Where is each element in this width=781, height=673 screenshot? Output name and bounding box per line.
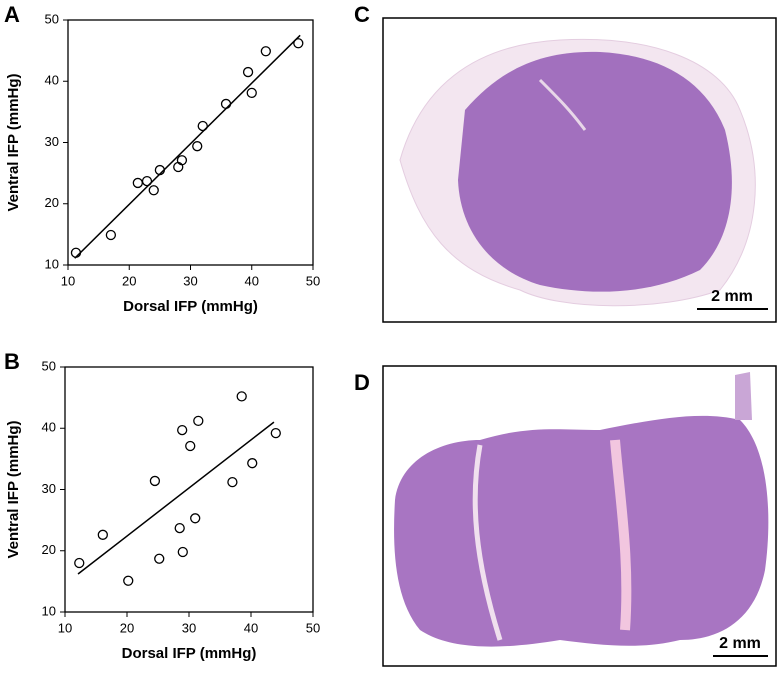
x-tick-label: 50 <box>306 620 320 635</box>
point <box>174 522 185 534</box>
y-axis-title: Ventral IFP (mmHg) <box>5 420 22 558</box>
point <box>246 87 257 99</box>
fit-line <box>77 421 275 575</box>
panel-label: A <box>4 2 20 27</box>
y-axis-title: Ventral IFP (mmHg) <box>5 73 22 211</box>
y-tick-label: 50 <box>45 11 59 26</box>
point <box>190 513 201 524</box>
point <box>154 553 165 564</box>
x-tick-label: 50 <box>306 273 320 288</box>
point <box>293 38 304 49</box>
panel-label: D <box>354 370 370 395</box>
point <box>185 440 196 452</box>
point <box>177 546 188 558</box>
point <box>176 155 188 166</box>
x-axis-title: Dorsal IFP (mmHg) <box>122 645 257 662</box>
point <box>141 175 153 187</box>
x-tick-label: 40 <box>244 620 258 635</box>
y-tick-label: 50 <box>42 358 56 373</box>
scale-label: 2 mm <box>719 635 761 652</box>
x-tick-label: 40 <box>245 273 259 288</box>
x-tick-label: 30 <box>182 620 196 635</box>
point <box>220 98 232 110</box>
point <box>97 529 108 540</box>
tissue-fragment <box>735 372 752 420</box>
x-tick-label: 20 <box>120 620 134 635</box>
y-tick-label: 30 <box>42 481 56 496</box>
point <box>148 185 159 196</box>
y-tick-label: 20 <box>45 195 59 210</box>
x-tick-label: 30 <box>183 273 197 288</box>
plot-frame <box>64 366 314 613</box>
tissue-fold <box>610 439 632 631</box>
tissue-fold <box>472 444 503 641</box>
x-axis-title: Dorsal IFP (mmHg) <box>123 298 258 315</box>
point <box>123 575 134 586</box>
point <box>242 66 254 78</box>
y-tick-label: 40 <box>45 73 59 88</box>
tissue-fold <box>538 78 587 131</box>
point <box>70 247 82 258</box>
point <box>177 424 188 436</box>
x-tick-label: 10 <box>58 620 72 635</box>
y-tick-label: 20 <box>42 542 56 557</box>
fit-line <box>74 34 301 259</box>
scale-label: 2 mm <box>711 288 753 305</box>
point <box>74 557 85 569</box>
tissue <box>394 415 769 647</box>
point <box>197 120 208 132</box>
y-tick-label: 40 <box>42 420 56 435</box>
x-tick-label: 10 <box>61 273 75 288</box>
y-tick-label: 10 <box>42 603 56 618</box>
panel-label: B <box>4 349 20 374</box>
point <box>192 141 203 152</box>
point <box>149 475 161 487</box>
point <box>227 476 238 488</box>
point <box>193 415 204 427</box>
point <box>236 391 247 402</box>
y-tick-label: 30 <box>45 134 59 149</box>
point <box>132 177 143 189</box>
tissue <box>458 51 732 292</box>
point <box>260 46 271 57</box>
point <box>247 458 258 469</box>
panel-label: C <box>354 2 370 27</box>
point <box>270 427 281 439</box>
y-tick-label: 10 <box>45 256 59 271</box>
x-tick-label: 20 <box>122 273 136 288</box>
point <box>105 229 117 241</box>
